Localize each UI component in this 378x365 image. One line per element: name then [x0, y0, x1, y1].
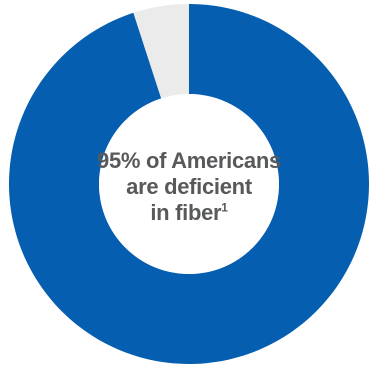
donut-slice-1 — [8, 4, 369, 364]
center-label-line-2: are deficient — [126, 174, 252, 199]
donut-slice-2 — [133, 4, 189, 99]
donut-slices — [8, 4, 369, 364]
center-label-line-3-text: in fiber — [150, 200, 222, 225]
center-label-line-1: 95% of Americans — [97, 148, 281, 173]
center-label-line-3: in fiber1 — [89, 200, 289, 226]
donut-hole — [99, 94, 279, 274]
center-label: 95% of Americans are deficient in fiber1 — [89, 148, 289, 226]
footnote-marker: 1 — [221, 200, 228, 215]
